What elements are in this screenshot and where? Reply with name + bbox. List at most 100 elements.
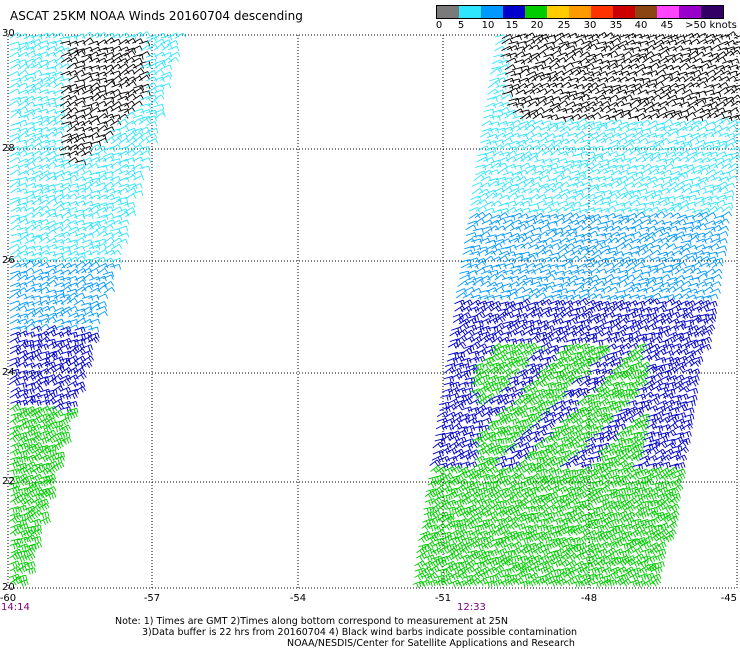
- wind-barb: [24, 239, 36, 245]
- wind-barb: [102, 130, 114, 138]
- wind-barb: [489, 362, 501, 370]
- wind-barb: [38, 261, 50, 268]
- wind-barb: [88, 205, 100, 212]
- wind-barb: [66, 114, 78, 120]
- wind-barb: [650, 52, 662, 59]
- wind-barb: [96, 293, 109, 299]
- wind-barb: [104, 187, 116, 194]
- wind-barb: [485, 102, 497, 109]
- wind-barb: [459, 274, 471, 280]
- wind-barb: [125, 63, 137, 70]
- wind-barb: [73, 87, 85, 94]
- wind-barb: [677, 393, 689, 401]
- wind-barb: [68, 183, 80, 189]
- wind-barb: [539, 548, 551, 557]
- wind-barb: [24, 398, 36, 405]
- wind-barb: [502, 269, 514, 276]
- wind-barb: [635, 294, 647, 300]
- wind-barb: [73, 313, 85, 320]
- wind-barb: [74, 361, 86, 369]
- wind-barb: [521, 287, 534, 294]
- wind-barb: [612, 493, 624, 502]
- wind-barb: [125, 34, 137, 40]
- wind-barb: [614, 202, 626, 209]
- wind-barb: [161, 52, 173, 58]
- wind-barb: [59, 78, 71, 84]
- wind-barb: [479, 473, 491, 482]
- wind-barb: [31, 198, 43, 205]
- wind-barb: [718, 126, 731, 132]
- wind-barb: [599, 60, 611, 66]
- wind-barb: [132, 190, 144, 197]
- wind-barb: [73, 69, 86, 76]
- wind-barb: [10, 331, 22, 339]
- wind-barb: [118, 211, 130, 218]
- wind-barb: [68, 312, 80, 318]
- wind-barb: [38, 119, 51, 126]
- wind-barb: [45, 145, 57, 151]
- wind-barb: [38, 368, 50, 375]
- wind-barb: [67, 282, 79, 288]
- wind-barb: [689, 219, 702, 226]
- wind-barb: [10, 254, 22, 261]
- wind-barb: [542, 285, 554, 292]
- wind-barb: [651, 229, 664, 236]
- wind-barb: [541, 306, 553, 314]
- wind-barb: [95, 100, 107, 107]
- wind-barb: [103, 136, 116, 144]
- wind-barb: [462, 293, 474, 299]
- wind-barb: [664, 206, 676, 213]
- wind-barb: [475, 170, 487, 176]
- wind-barb: [38, 199, 50, 206]
- wind-barb: [537, 566, 549, 575]
- wind-barb: [37, 108, 49, 115]
- wind-barb: [116, 132, 129, 139]
- wind-barb: [694, 46, 707, 52]
- wind-barb: [10, 121, 22, 128]
- wind-barb: [39, 170, 51, 176]
- wind-barb: [31, 170, 44, 176]
- grid-lines: [8, 35, 737, 588]
- wind-barb: [60, 367, 73, 374]
- colorbar-swatch: [657, 6, 679, 18]
- wind-barb: [31, 252, 43, 258]
- wind-barb: [713, 162, 725, 169]
- wind-barb: [109, 120, 122, 126]
- wind-barb: [118, 108, 130, 114]
- wind-barb: [446, 447, 458, 455]
- wind-barb: [31, 211, 43, 218]
- wind-barb: [697, 211, 710, 218]
- wind-barb: [608, 180, 621, 187]
- wind-barb: [646, 219, 658, 225]
- colorbar-swatch: [591, 6, 613, 18]
- speed-colorbar: [436, 5, 724, 19]
- wind-barb: [661, 76, 673, 83]
- wind-barb: [487, 273, 499, 281]
- wind-barb: [73, 50, 86, 57]
- wind-barb: [632, 313, 644, 320]
- colorbar-swatch: [525, 6, 547, 18]
- wind-barb: [59, 310, 71, 317]
- wind-barb: [46, 244, 58, 250]
- wind-barb: [88, 115, 100, 121]
- wind-barb: [493, 187, 505, 193]
- wind-barb: [104, 219, 116, 225]
- wind-barb: [74, 252, 86, 258]
- wind-barb: [502, 558, 514, 567]
- wind-barb: [560, 363, 572, 371]
- wind-barb: [483, 108, 495, 115]
- wind-barb: [689, 91, 701, 98]
- wind-barb: [44, 473, 57, 482]
- wind-barb: [567, 264, 579, 271]
- wind-barb: [663, 256, 675, 263]
- wind-barb: [517, 213, 529, 219]
- wind-barb: [145, 82, 158, 89]
- wind-barb: [519, 113, 532, 120]
- wind-barb: [160, 39, 172, 45]
- wind-barb: [446, 357, 458, 364]
- wind-barb: [17, 114, 30, 121]
- wind-barb: [31, 362, 43, 370]
- wind-barb: [597, 412, 609, 421]
- wind-barb: [528, 430, 540, 438]
- wind-barb: [25, 182, 37, 189]
